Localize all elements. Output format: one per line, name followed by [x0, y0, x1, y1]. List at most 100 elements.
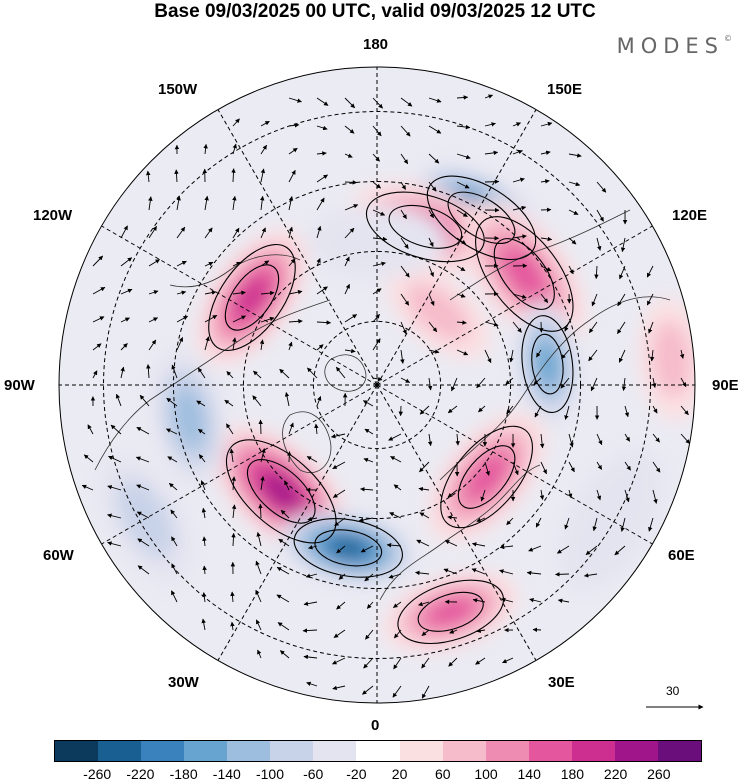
wind-vector: [484, 150, 499, 156]
map-title: Base 09/03/2025 00 UTC, valid 09/03/2025…: [154, 1, 596, 22]
wind-vector: [456, 124, 471, 130]
wind-vector: [120, 343, 128, 351]
wind-vector: [259, 195, 265, 211]
wind-vector: [148, 317, 159, 323]
colorbar-swatch: [270, 741, 314, 761]
wind-vector: [230, 591, 235, 603]
wind-vector: [428, 293, 435, 306]
colorbar-swatch: [98, 741, 142, 761]
coastline-north-america: [94, 299, 331, 471]
wind-vector: [276, 594, 290, 603]
wind-vector: [536, 349, 542, 358]
contour-line: [388, 204, 463, 249]
wind-vector: [505, 377, 514, 385]
wind-vector: [456, 265, 466, 272]
wind-vector: [540, 150, 551, 155]
wind-vector: [360, 545, 374, 553]
anomaly-level: [406, 282, 471, 341]
wind-vector: [204, 261, 214, 267]
wind-vector: [288, 258, 296, 267]
wind-vector: [428, 237, 434, 248]
wind-vector: [372, 288, 382, 295]
wind-vector: [389, 512, 402, 519]
wind-vector: [107, 513, 122, 519]
wind-vector: [171, 536, 178, 547]
wind-vector: [201, 618, 206, 631]
wind-vector: [620, 237, 626, 253]
wind-vector: [107, 541, 122, 547]
wind-vector: [555, 572, 570, 577]
wind-vector: [255, 589, 262, 603]
colorbar-tick-label: 140: [517, 766, 541, 782]
meridian-line: [376, 384, 537, 661]
wind-vector: [400, 209, 407, 220]
wind-vector: [652, 461, 661, 473]
wind-vector: [560, 377, 570, 389]
wind-vector: [139, 394, 150, 407]
colorbar-swatch: [313, 741, 357, 761]
wind-vector: [259, 339, 265, 351]
wind-vector: [338, 573, 346, 580]
wind-vector: [260, 448, 266, 463]
wind-vector: [652, 433, 660, 443]
wind-vector: [260, 120, 270, 127]
wind-vector: [564, 517, 570, 530]
wind-vector: [335, 366, 346, 379]
wind-vector: [276, 566, 290, 575]
wind-vector: [620, 517, 626, 532]
wind-vector: [232, 337, 237, 351]
wind-vector: [624, 489, 630, 503]
wind-vector: [120, 257, 133, 267]
wind-vector: [148, 196, 153, 211]
colorbar-swatch: [485, 741, 529, 761]
wind-vector: [232, 195, 237, 211]
wind-vector: [590, 377, 598, 392]
wind-vector: [260, 227, 266, 239]
colorbar-swatch: [571, 741, 615, 761]
meridian-line: [217, 384, 378, 661]
wind-vector: [372, 153, 380, 162]
wind-vector: [260, 476, 265, 491]
wind-vector: [646, 265, 654, 278]
wind-vector: [204, 315, 218, 323]
wind-vector: [456, 209, 468, 217]
wind-vector: [456, 349, 469, 356]
wind-vector: [202, 592, 207, 603]
wind-vector: [176, 336, 184, 351]
wind-vector: [393, 657, 402, 670]
wind-vector: [302, 628, 318, 633]
wind-vector: [204, 290, 217, 295]
wind-vector: [646, 293, 654, 306]
wind-vector: [316, 125, 328, 131]
wind-vector: [305, 573, 318, 579]
wind-vector: [260, 290, 275, 296]
colorbar-tick-label: -220: [126, 766, 155, 782]
wind-vector: [427, 433, 433, 447]
wind-vector: [176, 315, 188, 323]
wind-vector: [392, 685, 402, 698]
wind-vector: [540, 236, 553, 242]
meridian-line: [376, 109, 537, 386]
wind-vector: [332, 489, 346, 498]
colorbar-tick-label: -60: [303, 766, 324, 782]
wind-vector: [148, 339, 157, 351]
wind-vector: [456, 293, 466, 298]
wind-vector: [148, 290, 159, 295]
wind-vector: [316, 151, 327, 156]
wind-vector: [456, 153, 471, 160]
wind-vector: [288, 289, 303, 295]
wind-vector: [253, 370, 262, 379]
wind-vector: [258, 419, 263, 435]
wind-vector: [81, 484, 94, 491]
wind-vector: [232, 261, 242, 267]
wind-vector: [331, 657, 346, 665]
wind-vector: [277, 622, 290, 631]
wind-vector: [568, 209, 579, 215]
wind-vector: [316, 97, 329, 106]
wind-vector: [484, 461, 490, 476]
wind-vector: [204, 227, 213, 239]
wind-vector: [416, 539, 430, 547]
wind-vector: [363, 457, 374, 463]
colorbar-ticks: -260 -220 -180 -140 -100 -60 -20 20 60 100 140 180 2…: [0, 762, 750, 783]
lon-label-150e: 150E: [547, 81, 583, 98]
